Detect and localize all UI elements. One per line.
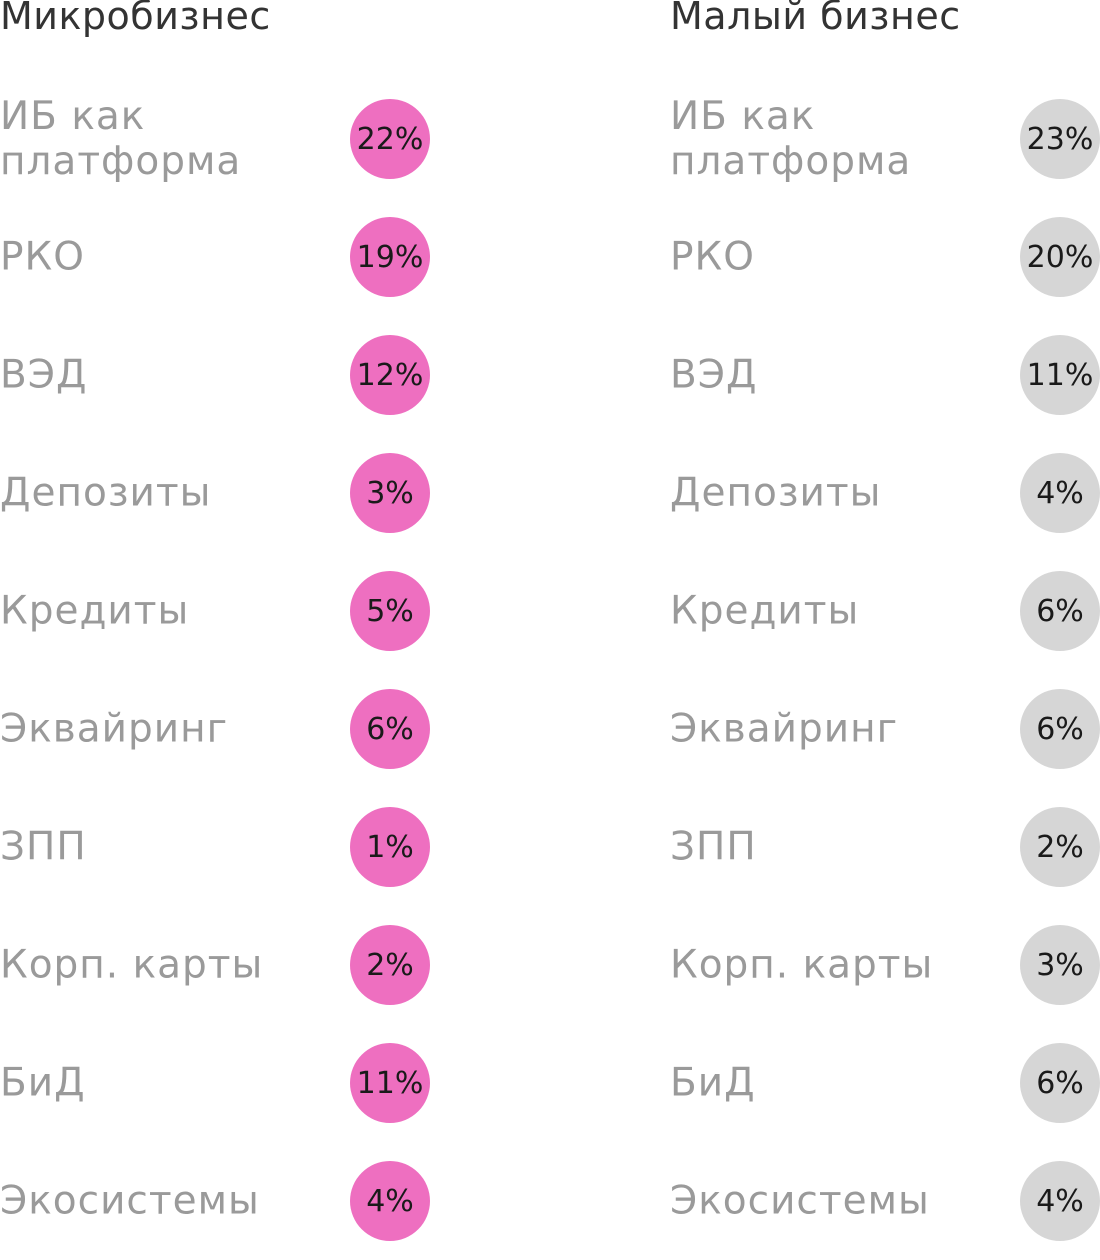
- micro-value-bubble: 12%: [350, 335, 430, 415]
- small-category-label: РКО: [670, 234, 755, 280]
- small-category-label: Корп. карты: [670, 942, 934, 988]
- micro-row: Корп. карты 2%: [0, 925, 430, 1005]
- micro-category-label: РКО: [0, 234, 85, 280]
- micro-row: Кредиты 5%: [0, 571, 430, 651]
- micro-value-bubble: 6%: [350, 689, 430, 769]
- small-row: Корп. карты 3%: [670, 925, 1100, 1005]
- small-row: ЗПП 2%: [670, 807, 1100, 887]
- small-row: ВЭД 11%: [670, 335, 1100, 415]
- small-category-label: Эквайринг: [670, 706, 899, 752]
- micro-value-bubble: 5%: [350, 571, 430, 651]
- micro-row: БиД 11%: [0, 1043, 430, 1123]
- micro-value-bubble: 3%: [350, 453, 430, 533]
- micro-category-label: Кредиты: [0, 588, 190, 634]
- microbusiness-column: Микробизнес ИБ как платформа 22% РКО 19% ВЭД…: [0, 0, 430, 1260]
- small-value-bubble: 4%: [1020, 1161, 1100, 1241]
- small-value-bubble: 3%: [1020, 925, 1100, 1005]
- small-category-label: ВЭД: [670, 352, 758, 398]
- micro-value-bubble: 1%: [350, 807, 430, 887]
- micro-category-label: ЗПП: [0, 824, 87, 870]
- small-value-bubble: 11%: [1020, 335, 1100, 415]
- small-row: ИБ как платформа 23%: [670, 94, 1100, 184]
- micro-row: Эквайринг 6%: [0, 689, 430, 769]
- small-category-label: Экосистемы: [670, 1178, 930, 1224]
- small-value-bubble: 23%: [1020, 99, 1100, 179]
- small-business-column: Малый бизнес ИБ как платформа 23% РКО 20% ВЭ…: [670, 0, 1100, 1260]
- micro-category-label: ВЭД: [0, 352, 88, 398]
- micro-category-label: Эквайринг: [0, 706, 229, 752]
- small-business-title: Малый бизнес: [670, 0, 961, 38]
- micro-row: ВЭД 12%: [0, 335, 430, 415]
- micro-row: ИБ как платформа 22%: [0, 94, 430, 184]
- small-row: Кредиты 6%: [670, 571, 1100, 651]
- small-category-label: Депозиты: [670, 470, 882, 516]
- micro-row: Экосистемы 4%: [0, 1161, 430, 1241]
- micro-category-label: Депозиты: [0, 470, 212, 516]
- micro-value-bubble: 22%: [350, 99, 430, 179]
- micro-value-bubble: 2%: [350, 925, 430, 1005]
- micro-value-bubble: 19%: [350, 217, 430, 297]
- small-value-bubble: 6%: [1020, 571, 1100, 651]
- micro-row: ЗПП 1%: [0, 807, 430, 887]
- micro-row: РКО 19%: [0, 217, 430, 297]
- small-value-bubble: 6%: [1020, 1043, 1100, 1123]
- microbusiness-title: Микробизнес: [0, 0, 271, 38]
- small-value-bubble: 2%: [1020, 807, 1100, 887]
- micro-value-bubble: 11%: [350, 1043, 430, 1123]
- small-category-label: Кредиты: [670, 588, 860, 634]
- micro-category-label: БиД: [0, 1060, 86, 1106]
- small-row: Эквайринг 6%: [670, 689, 1100, 769]
- small-value-bubble: 20%: [1020, 217, 1100, 297]
- small-row: Депозиты 4%: [670, 453, 1100, 533]
- micro-category-label: Корп. карты: [0, 942, 264, 988]
- small-category-label: ИБ как платформа: [670, 94, 912, 184]
- micro-category-label: ИБ как платформа: [0, 94, 242, 184]
- small-row: Экосистемы 4%: [670, 1161, 1100, 1241]
- micro-row: Депозиты 3%: [0, 453, 430, 533]
- small-category-label: БиД: [670, 1060, 756, 1106]
- small-row: РКО 20%: [670, 217, 1100, 297]
- micro-category-label: Экосистемы: [0, 1178, 260, 1224]
- small-value-bubble: 4%: [1020, 453, 1100, 533]
- micro-value-bubble: 4%: [350, 1161, 430, 1241]
- small-category-label: ЗПП: [670, 824, 757, 870]
- small-value-bubble: 6%: [1020, 689, 1100, 769]
- small-row: БиД 6%: [670, 1043, 1100, 1123]
